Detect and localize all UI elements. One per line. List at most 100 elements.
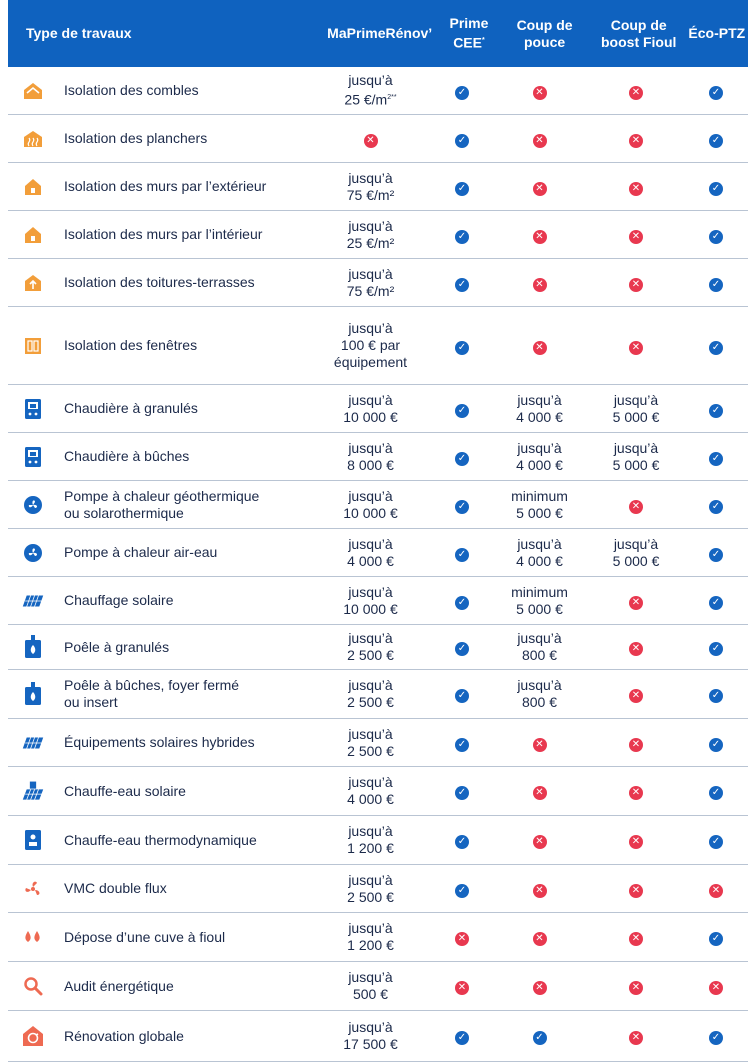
table-row: Isolation des combles jusqu’à 25 €/m2** ✓ ✕… — [8, 67, 748, 115]
mpr-value: jusqu’à 1 200 € — [347, 920, 394, 953]
boost-cell: ✕ — [588, 928, 684, 946]
check-icon-eco: ✓ — [709, 133, 723, 148]
mpr-cell: jusqu’à 1 200 € — [308, 920, 433, 954]
cross-icon-boost: ✕ — [629, 883, 643, 898]
eco-cell: ✓ — [684, 544, 748, 562]
header-cee-label: Prime CEE — [449, 15, 489, 51]
cee-cell: ✓ — [433, 130, 491, 148]
cee-cell: ✓ — [433, 274, 491, 292]
boost-cell: ✕ — [588, 130, 684, 148]
type-label: Isolation des fenêtres — [64, 337, 198, 353]
mpr-cell: jusqu’à 8 000 € — [308, 440, 433, 474]
eco-cell: ✓ — [684, 496, 748, 514]
cee-cell: ✓ — [433, 734, 491, 752]
cross-icon-boost: ✕ — [629, 499, 643, 514]
cdp-cell: jusqu’à 4 000 € — [491, 440, 588, 474]
check-icon-eco: ✓ — [709, 451, 723, 466]
header-boost: Coup de boost Fioul — [601, 16, 677, 50]
cdp-cell: ✓ — [491, 1027, 588, 1045]
check-icon-eco: ✓ — [709, 547, 723, 562]
header-type: Type de travaux — [26, 25, 132, 41]
cross-icon-cee: ✕ — [455, 932, 469, 946]
header-cee-sup: * — [481, 37, 485, 45]
cee-cell: ✓ — [433, 782, 491, 800]
boost-cell: ✕ — [588, 685, 684, 703]
check-icon-eco: ✓ — [709, 277, 723, 292]
cross-icon-cdp: ✕ — [532, 229, 547, 244]
check-icon-eco: ✓ — [709, 1031, 723, 1045]
cross-icon-cee: ✕ — [455, 981, 469, 995]
header-eco: Éco-PTZ — [688, 25, 746, 41]
cross-icon-cdp: ✕ — [532, 340, 547, 355]
eco-cell: ✓ — [684, 592, 748, 610]
check-icon-eco: ✓ — [709, 737, 723, 752]
mpr-value: jusqu’à 4 000 € — [347, 774, 394, 807]
mpr-value: jusqu’à 2 500 € — [347, 677, 394, 710]
cross-icon-cdp: ✕ — [532, 932, 547, 946]
mpr-cell: jusqu’à 1 200 € — [308, 823, 433, 857]
check-icon-cee: ✓ — [455, 595, 469, 610]
check-icon-cee: ✓ — [455, 883, 469, 898]
boost-cell: ✕ — [588, 638, 684, 656]
cross-icon-cdp: ✕ — [532, 981, 547, 995]
eco-cell: ✓ — [684, 178, 748, 196]
mpr-value: jusqu’à 2 500 € — [347, 871, 394, 905]
cross-icon-boost: ✕ — [629, 1031, 643, 1045]
cee-cell: ✓ — [433, 831, 491, 849]
mpr-cell: jusqu’à 25 €/m² — [308, 218, 433, 252]
table-row: Équipements solaires hybrides jusqu’à 2 5… — [8, 719, 748, 767]
type-label: Pompe à chaleur géothermique ou solaroth… — [64, 487, 260, 521]
type-cell: Équipements solaires hybrides — [8, 732, 308, 754]
check-icon-eco: ✓ — [709, 229, 723, 244]
check-icon-eco: ✓ — [709, 689, 723, 703]
check-icon-eco: ✓ — [709, 835, 723, 849]
mpr-value: jusqu’à 17 500 € — [343, 1019, 398, 1052]
mpr-value: jusqu’à 4 000 € — [347, 535, 394, 569]
cross-icon-boost: ✕ — [629, 133, 643, 148]
boost-cell: jusqu’à 5 000 € — [588, 440, 684, 474]
cross-icon-cdp: ✕ — [532, 883, 547, 898]
cross-icon-cdp: ✕ — [532, 786, 547, 800]
mpr-value: jusqu’à 75 €/m² — [346, 265, 395, 299]
type-label: Dépose d’une cuve à fioul — [64, 928, 226, 945]
boost-cell: ✕ — [588, 178, 684, 196]
check-icon-cee: ✓ — [455, 403, 469, 418]
check-icon-eco: ✓ — [709, 932, 723, 946]
eco-cell: ✓ — [684, 226, 748, 244]
type-cell: Poêle à granulés — [8, 635, 308, 658]
cdp-cell: ✕ — [491, 977, 588, 995]
eco-cell: ✓ — [684, 274, 748, 292]
boost-cell: ✕ — [588, 226, 684, 244]
table-row: Chauffe-eau thermodynamique jusqu’à 1 200… — [8, 816, 748, 865]
cross-icon-mpr: ✕ — [363, 133, 378, 148]
cee-cell: ✓ — [433, 638, 491, 656]
type-label: Équipements solaires hybrides — [64, 734, 255, 750]
cdp-cell: ✕ — [491, 734, 588, 752]
mpr-cell: jusqu’à 100 € par équipement — [308, 320, 433, 371]
cee-cell: ✓ — [433, 880, 491, 898]
cdp-value: jusqu’à 4 000 € — [516, 535, 563, 569]
check-icon-cee: ✓ — [455, 181, 469, 196]
mpr-value: jusqu’à 10 000 € — [343, 583, 398, 617]
boost-cell: ✕ — [588, 831, 684, 849]
cross-icon-eco: ✕ — [709, 883, 723, 898]
table-row: Chauffage solaire jusqu’à 10 000 € ✓ minimu… — [8, 577, 748, 625]
mpr-cell: jusqu’à 4 000 € — [308, 774, 433, 808]
type-label: Poêle à bûches, foyer fermé ou insert — [64, 677, 240, 710]
mpr-cell: ✕ — [308, 130, 433, 148]
type-label: Pompe à chaleur air-eau — [64, 544, 218, 560]
cee-cell: ✕ — [433, 977, 491, 995]
cdp-cell: jusqu’à 4 000 € — [491, 392, 588, 426]
cross-icon-cdp: ✕ — [532, 133, 547, 148]
type-cell: VMC double flux — [8, 878, 308, 900]
type-label: Chauffe-eau thermodynamique — [64, 831, 257, 848]
boost-cell: ✕ — [588, 734, 684, 752]
type-cell: Chauffe-eau solaire — [8, 780, 308, 802]
cross-icon-boost: ✕ — [629, 786, 643, 800]
type-cell: Chauffage solaire — [8, 590, 308, 612]
house-icon — [22, 224, 44, 246]
cross-icon-boost: ✕ — [629, 277, 643, 292]
cross-icon-cdp: ✕ — [532, 85, 547, 100]
type-cell: Chaudière à granulés — [8, 398, 308, 420]
cdp-cell: ✕ — [491, 82, 588, 100]
